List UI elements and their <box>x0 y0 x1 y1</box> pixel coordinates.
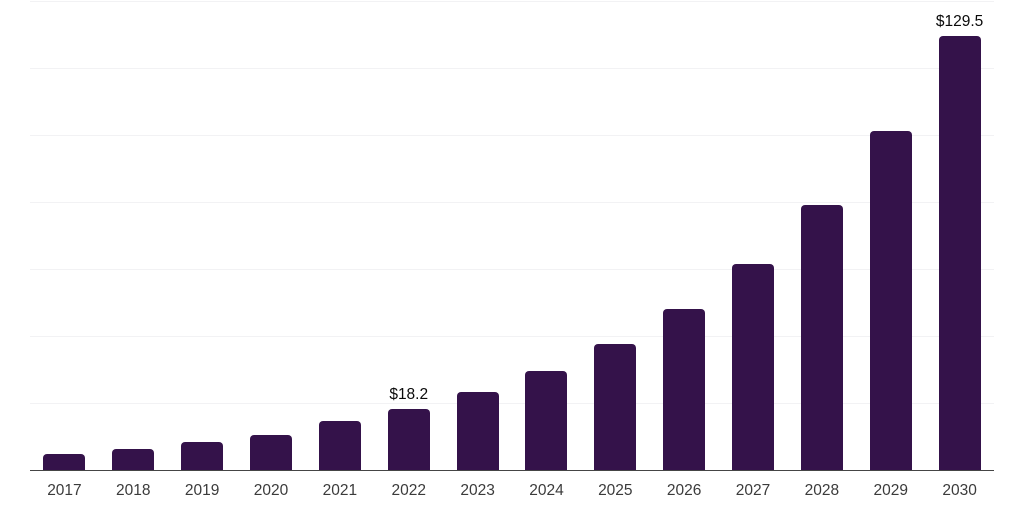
bar-2018 <box>112 449 155 470</box>
bar-2029 <box>869 130 912 470</box>
gridline-40 <box>30 336 994 337</box>
gridline-140 <box>30 1 994 2</box>
bar-2026 <box>663 309 706 470</box>
bar-slot-2029 <box>856 1 925 470</box>
bar-slot-2027 <box>719 1 788 470</box>
bar-2027 <box>732 263 775 470</box>
x-tick-2019: 2019 <box>184 482 220 499</box>
bar-2024 <box>525 370 568 470</box>
plot-area: $18.2 $129.5 <box>30 1 994 471</box>
x-tick-2029: 2029 <box>873 482 908 499</box>
x-tick-2021: 2021 <box>322 482 358 499</box>
bars: $18.2 $129.5 <box>30 1 994 470</box>
bar-slot-2022: $18.2 <box>374 1 443 470</box>
x-tick-2028: 2028 <box>804 482 840 499</box>
gridline-80 <box>30 202 994 203</box>
bar-slot-2017 <box>30 1 99 470</box>
x-axis-line <box>30 469 994 471</box>
gridline-60 <box>30 269 994 270</box>
bar-2017 <box>43 453 86 470</box>
x-tick-2018: 2018 <box>116 482 151 499</box>
bar-slot-2021 <box>305 1 374 470</box>
gridline-100 <box>30 135 994 136</box>
x-tick-2020: 2020 <box>253 482 289 499</box>
bar-slot-2018 <box>99 1 168 470</box>
bar-2030 <box>938 36 981 470</box>
bar-slot-2025 <box>581 1 650 470</box>
bar-slot-2026 <box>650 1 719 470</box>
x-tick-2030: 2030 <box>942 482 977 499</box>
x-tick-2026: 2026 <box>666 482 702 499</box>
x-tick-2022: 2022 <box>391 482 426 499</box>
x-tick-2024: 2024 <box>529 482 564 499</box>
x-tick-2027: 2027 <box>735 482 771 499</box>
x-axis-labels: 2017 2018 2019 2020 2021 2022 2023 2024 2025 2026… <box>30 480 994 502</box>
data-label-2022: $18.2 <box>389 385 429 403</box>
bar-2025 <box>594 343 637 470</box>
bar-slot-2023 <box>443 1 512 470</box>
bar-slot-2030: $129.5 <box>925 1 994 470</box>
x-tick-2025: 2025 <box>598 482 633 499</box>
data-label-2030: $129.5 <box>935 12 984 30</box>
gridline-20 <box>30 403 994 404</box>
x-tick-2017: 2017 <box>47 482 82 499</box>
bar-2028 <box>800 205 843 470</box>
bar-2019 <box>181 442 224 470</box>
gridline-120 <box>30 68 994 69</box>
bar-slot-2019 <box>168 1 237 470</box>
x-tick-2023: 2023 <box>460 482 495 499</box>
bar-2021 <box>318 421 361 470</box>
bar-slot-2024 <box>512 1 581 470</box>
bar-2022 <box>387 409 430 470</box>
bar-2023 <box>456 392 499 470</box>
bar-2020 <box>250 435 292 470</box>
bar-slot-2020 <box>237 1 306 470</box>
bar-slot-2028 <box>787 1 856 470</box>
